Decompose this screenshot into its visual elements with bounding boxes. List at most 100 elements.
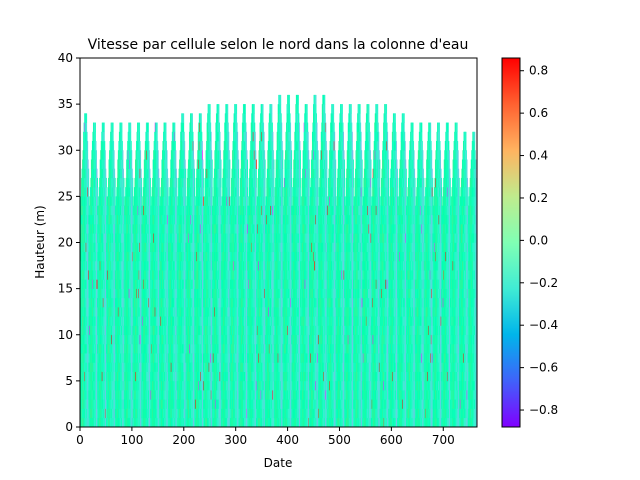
heatmap-cell bbox=[125, 390, 127, 400]
heatmap-cell bbox=[125, 334, 127, 345]
heatmap-cell bbox=[91, 187, 93, 197]
heatmap-cell bbox=[122, 380, 124, 391]
heatmap-cell bbox=[137, 122, 138, 133]
heatmap-cell bbox=[130, 122, 132, 133]
heatmap-cell bbox=[156, 122, 158, 133]
heatmap-cell bbox=[100, 399, 102, 409]
heatmap-cell bbox=[83, 233, 85, 243]
heatmap-cell bbox=[121, 177, 123, 188]
heatmap-cell bbox=[113, 362, 115, 372]
heatmap-cell bbox=[89, 417, 91, 427]
heatmap-cell bbox=[84, 380, 86, 391]
heatmap-cell bbox=[80, 316, 82, 326]
heatmap-cell bbox=[97, 334, 98, 345]
heatmap-cell bbox=[136, 233, 138, 243]
heatmap-cell bbox=[97, 362, 98, 372]
heatmap-cell bbox=[115, 279, 117, 289]
heatmap-cell bbox=[98, 417, 100, 427]
heatmap-cell bbox=[95, 390, 96, 400]
heatmap-cell bbox=[131, 242, 133, 253]
heatmap-cell bbox=[96, 270, 98, 280]
heatmap-cell bbox=[80, 380, 82, 391]
heatmap-cell bbox=[129, 224, 131, 234]
heatmap-cell bbox=[139, 214, 141, 225]
heatmap-cell bbox=[119, 233, 121, 243]
heatmap-cell bbox=[89, 214, 91, 225]
heatmap-cell bbox=[136, 390, 137, 400]
heatmap-cell bbox=[94, 260, 96, 271]
heatmap-cell bbox=[136, 270, 138, 280]
heatmap-cell bbox=[119, 390, 121, 400]
heatmap-cell bbox=[102, 196, 104, 206]
heatmap-cell bbox=[121, 408, 123, 419]
heatmap-cell bbox=[131, 177, 133, 188]
heatmap-cell bbox=[138, 371, 139, 382]
heatmap-cell bbox=[112, 362, 114, 372]
heatmap-cell bbox=[85, 297, 87, 308]
heatmap-cell bbox=[138, 362, 139, 372]
heatmap-cell bbox=[137, 168, 138, 179]
heatmap-cell bbox=[95, 353, 97, 363]
heatmap-cell bbox=[85, 399, 87, 409]
heatmap-cell bbox=[126, 288, 128, 299]
heatmap-cell bbox=[97, 288, 98, 299]
heatmap-cell bbox=[86, 399, 88, 409]
heatmap-cell bbox=[82, 242, 83, 253]
heatmap-cell bbox=[118, 150, 120, 160]
chart-title: Vitesse par cellule selon le nord dans l… bbox=[88, 37, 469, 53]
heatmap-cell bbox=[88, 177, 90, 188]
heatmap-cell bbox=[119, 288, 121, 299]
heatmap-cell bbox=[131, 371, 133, 382]
heatmap-cell bbox=[105, 224, 107, 234]
heatmap-cell bbox=[94, 371, 96, 382]
heatmap-cell bbox=[136, 390, 138, 400]
heatmap-cell bbox=[98, 380, 100, 391]
heatmap-cell bbox=[115, 343, 117, 354]
heatmap-cell bbox=[140, 362, 142, 372]
heatmap-cell bbox=[112, 334, 114, 345]
heatmap-cell bbox=[135, 353, 137, 363]
heatmap-cell bbox=[81, 380, 83, 391]
heatmap-cell bbox=[124, 251, 126, 262]
heatmap-cell bbox=[127, 334, 129, 345]
heatmap-cell bbox=[121, 233, 122, 243]
heatmap-cell bbox=[149, 159, 150, 170]
heatmap-cell bbox=[137, 177, 138, 188]
heatmap-cell bbox=[91, 288, 93, 299]
heatmap-cell bbox=[100, 417, 102, 427]
heatmap-cell bbox=[111, 224, 113, 234]
heatmap-cell bbox=[122, 417, 124, 427]
heatmap-cell bbox=[107, 380, 109, 391]
heatmap-cell bbox=[128, 380, 130, 391]
heatmap-cell bbox=[133, 417, 135, 427]
heatmap-cell bbox=[103, 353, 105, 363]
heatmap-cell bbox=[81, 251, 83, 262]
heatmap-cell bbox=[125, 214, 127, 225]
heatmap-cell bbox=[114, 177, 116, 188]
heatmap-cell bbox=[123, 242, 125, 253]
heatmap-cell bbox=[118, 159, 120, 170]
heatmap-cell bbox=[140, 408, 142, 419]
heatmap-cell bbox=[129, 279, 131, 289]
heatmap-cell bbox=[130, 380, 132, 391]
heatmap-cell bbox=[91, 390, 93, 400]
heatmap-cell bbox=[117, 279, 119, 289]
heatmap-cell bbox=[102, 279, 104, 289]
heatmap-cell bbox=[141, 260, 143, 271]
heatmap-cell bbox=[123, 187, 124, 197]
heatmap-cell bbox=[132, 196, 134, 206]
heatmap-cell bbox=[98, 343, 100, 354]
heatmap-cell bbox=[121, 297, 123, 308]
heatmap-cell bbox=[95, 371, 97, 382]
heatmap-cell bbox=[125, 371, 127, 382]
heatmap-cell bbox=[125, 325, 127, 336]
heatmap-cell bbox=[94, 353, 96, 363]
heatmap-cell bbox=[101, 242, 103, 253]
heatmap-cell bbox=[106, 334, 108, 345]
heatmap-cell bbox=[113, 177, 115, 188]
heatmap-cell bbox=[85, 141, 87, 151]
heatmap-cell bbox=[123, 177, 124, 188]
heatmap-cell bbox=[125, 316, 127, 326]
heatmap-cell bbox=[108, 334, 110, 345]
heatmap-cell bbox=[101, 390, 103, 400]
